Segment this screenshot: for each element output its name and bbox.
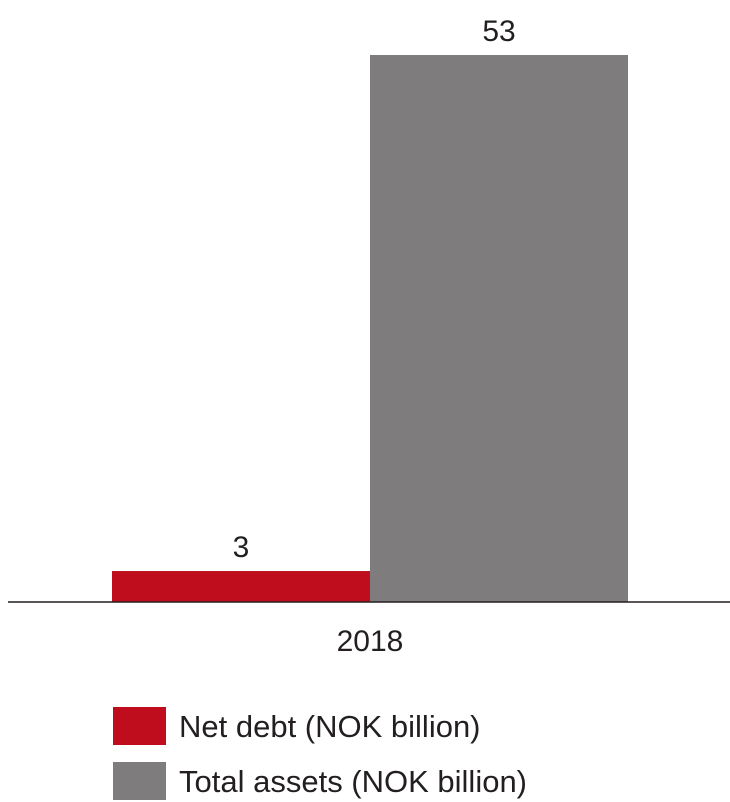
bar-total-assets-2018 (370, 55, 628, 602)
bars-group (112, 55, 628, 602)
legend-swatch-net-debt (113, 707, 166, 745)
value-labels-group: 3 53 (233, 15, 516, 564)
legend-label-total-assets: Total assets (NOK billion) (179, 764, 527, 799)
bar-net-debt-2018 (112, 571, 370, 602)
x-tick-labels-group: 2018 (337, 625, 404, 658)
legend-label-net-debt: Net debt (NOK billion) (179, 709, 481, 744)
value-label-total-assets-2018: 53 (482, 15, 515, 48)
legend-swatch-total-assets (113, 762, 166, 800)
value-label-net-debt-2018: 3 (233, 531, 250, 564)
x-tick-label-2018: 2018 (337, 625, 404, 658)
legend: Net debt (NOK billion) Total assets (NOK … (113, 707, 527, 800)
